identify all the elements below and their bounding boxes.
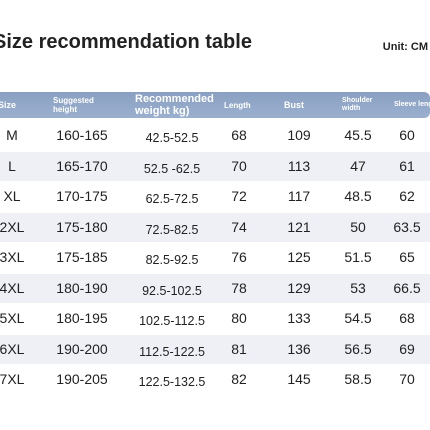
column-header: Sleeve length	[394, 101, 430, 108]
unit-label: Unit: CM	[382, 41, 428, 53]
table-cell: 133	[287, 310, 311, 326]
table-cell: 52.5 -62.5	[143, 161, 201, 176]
table-cell: 54.5	[344, 310, 372, 326]
table-cell: 175-180	[56, 218, 108, 235]
table-cell: 69	[399, 340, 415, 357]
table-cell: 145	[287, 371, 311, 387]
table-cell: L	[8, 157, 16, 174]
table-cell: 82	[231, 371, 247, 387]
table-cell: 76	[231, 249, 247, 265]
table-cell: 45.5	[344, 127, 372, 143]
row-stripe	[0, 334, 430, 364]
table-cell: 50	[350, 218, 366, 235]
column-header: Shoulder width	[342, 97, 373, 112]
row-stripe	[0, 273, 430, 303]
table-cell: 42.5-52.5	[145, 131, 199, 145]
title: Size recommendation table	[0, 31, 252, 53]
table-cell: 70	[399, 371, 415, 387]
table-cell: 92.5-102.5	[142, 283, 202, 298]
table-cell: 51.5	[344, 249, 372, 265]
table-cell: 61	[399, 157, 415, 174]
table-cell: 65	[399, 249, 415, 265]
table-cell: 68	[231, 127, 247, 143]
table-cell: 70	[231, 157, 247, 174]
table-cell: 48.5	[344, 188, 372, 204]
table-cell: 121	[287, 218, 311, 235]
table-cell: 80	[231, 310, 247, 326]
table-cell: 160-165	[56, 127, 108, 143]
header-band	[0, 92, 430, 118]
table-cell: 170-175	[56, 188, 108, 204]
table-cell: 47	[350, 157, 366, 174]
table-cell: 4XL	[0, 279, 25, 296]
table-cell: 81	[231, 340, 247, 357]
column-header: Length	[224, 100, 251, 110]
table-cell: 74	[231, 218, 247, 235]
row-stripe	[0, 212, 430, 242]
table-cell: 136	[287, 340, 311, 357]
table-cell: 175-185	[56, 249, 108, 265]
table-cell: 60	[399, 127, 415, 143]
table-cell: 180-195	[56, 310, 108, 326]
column-header: Bust	[284, 100, 304, 110]
table-cell: 109	[287, 127, 311, 143]
table-cell: 72	[231, 188, 247, 204]
table-cell: 62.5-72.5	[145, 192, 199, 206]
table-cell: 66.5	[393, 279, 421, 296]
table-cell: 122.5-132.5	[138, 375, 206, 389]
row-stripe	[0, 151, 430, 181]
table-cell: 72.5-82.5	[145, 222, 199, 237]
table-cell: M	[6, 127, 18, 143]
table-cell: 165-170	[56, 157, 108, 174]
table-cell: 62	[399, 188, 415, 204]
table-cell: 68	[399, 310, 415, 326]
column-header: Recommended weight kg)	[135, 93, 214, 117]
table-cell: 2XL	[0, 218, 25, 235]
table-cell: 102.5-112.5	[139, 314, 205, 328]
table-cell: XL	[3, 188, 21, 204]
column-header: Suggested height	[53, 96, 94, 114]
table-cell: 125	[287, 249, 311, 265]
table-cell: 129	[287, 279, 311, 296]
table-cell: 56.5	[344, 340, 372, 357]
table-cell: 5XL	[0, 310, 25, 326]
table-cell: 6XL	[0, 340, 25, 357]
table-cell: 78	[231, 279, 247, 296]
table-cell: 117	[287, 188, 311, 204]
table-cell: 113	[287, 157, 311, 174]
table-cell: 190-200	[56, 340, 108, 357]
table-cell: 190-205	[56, 371, 108, 387]
table-cell: 82.5-92.5	[145, 253, 199, 267]
table-cell: 7XL	[0, 371, 25, 387]
table-cell: 53	[350, 279, 366, 296]
table-cell: 58.5	[344, 371, 372, 387]
table-cell: 3XL	[0, 249, 25, 265]
table-cell: 63.5	[393, 218, 421, 235]
table-cell: 112.5-122.5	[139, 344, 205, 359]
table-cell: 180-190	[56, 279, 108, 296]
column-header: Size	[0, 100, 17, 110]
